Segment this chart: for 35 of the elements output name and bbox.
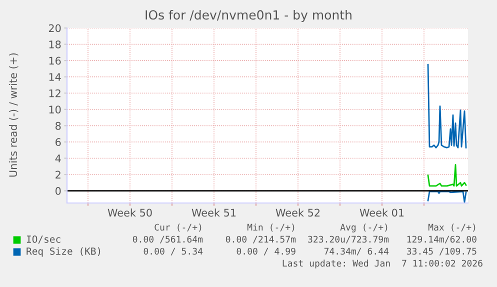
y-tick-label: 14: [49, 73, 61, 81]
text: 129.14m/62.00: [407, 236, 476, 244]
chart-title: IOs for /dev/nvme0n1 - by month: [146, 10, 352, 22]
y-tick-label: 0: [56, 187, 61, 195]
text: 0.00 /214.57m: [226, 236, 296, 244]
text: 0.00 / 5.34: [144, 248, 203, 256]
y-tick-label: 4: [55, 154, 61, 162]
text: Cur (-/+): [154, 224, 202, 232]
y-tick-label: 2: [56, 170, 60, 178]
text: Max (-/+): [428, 224, 476, 232]
y-tick-label: 10: [49, 106, 61, 114]
text: 0.00 /561.64m: [132, 236, 203, 244]
text: 74.34m/ 6.44: [324, 248, 389, 256]
text: Min (-/+): [247, 224, 294, 232]
y-tick-label: 12: [49, 89, 60, 98]
x-tick-label: Week 51: [192, 208, 236, 217]
line-series: [427, 190, 467, 203]
y-tick-label: 20: [48, 24, 61, 32]
y-axis-title: Units read (-) / write (+): [8, 53, 18, 177]
legend-label: IO/sec: [26, 235, 60, 244]
line-series: [427, 64, 467, 148]
legend-label: Req Size (KB): [26, 247, 100, 257]
text: Avg (-/+): [340, 224, 388, 232]
text: Last update: Wed Jan 7 11:00:02 2026: [282, 260, 482, 268]
x-tick-label: Week 50: [108, 208, 152, 217]
y-tick-label: 8: [56, 122, 61, 130]
text: 33.45 /109.75: [406, 248, 476, 256]
x-tick-label: Week 01: [360, 208, 404, 217]
y-tick-label: 16: [49, 56, 61, 65]
line-series: [427, 164, 467, 187]
y-tick-label: 18: [49, 40, 61, 48]
text: 323.20u/723.79m: [308, 236, 389, 244]
text: 0.00 / 4.99: [236, 248, 296, 256]
y-tick-label: 6: [56, 138, 61, 146]
x-tick-label: Week 52: [276, 208, 320, 217]
